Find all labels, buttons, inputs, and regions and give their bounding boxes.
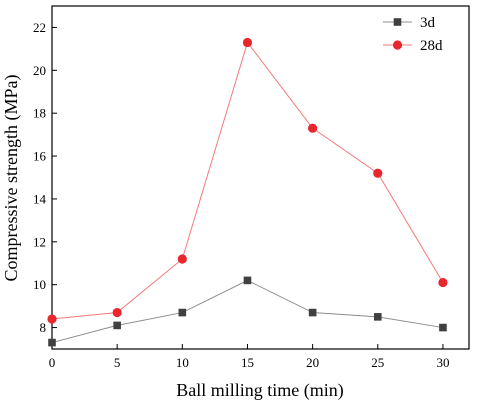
y-tick-label: 18 (33, 106, 46, 121)
x-tick-label: 30 (436, 355, 449, 370)
data-point-3d (113, 321, 121, 330)
data-point-28d (438, 277, 448, 288)
x-tick-label: 25 (371, 355, 384, 370)
y-tick-label: 16 (33, 149, 47, 164)
x-axis: 0 5 10 15 20 25 30 (49, 344, 449, 370)
legend-label-3d: 3d (420, 15, 436, 31)
y-tick-label: 14 (33, 191, 47, 206)
x-tick-label: 20 (306, 355, 319, 370)
y-axis-label: Compressive strength (MPa) (1, 75, 22, 282)
plot-frame (51, 5, 470, 350)
y-tick-label: 8 (40, 320, 47, 335)
series-line-3d (51, 279, 444, 344)
legend-marker-28d (392, 40, 403, 50)
y-tick-label: 10 (33, 277, 46, 292)
data-point-3d (308, 308, 317, 317)
y-tick-label: 20 (33, 63, 46, 78)
data-point-3d (48, 338, 56, 347)
y-tick-label: 12 (33, 234, 46, 249)
data-point-28d (47, 314, 57, 324)
x-axis-label: Ball milling time (min) (176, 380, 343, 401)
data-point-3d (243, 276, 252, 285)
data-point-28d (373, 168, 383, 178)
data-point-3d (178, 308, 187, 317)
data-point-28d (177, 254, 187, 264)
data-point-3d (373, 313, 382, 321)
x-tick-label: 10 (176, 355, 189, 370)
data-point-28d (112, 307, 122, 318)
data-point-28d (308, 123, 318, 133)
data-point-3d (439, 323, 447, 332)
x-tick-label: 5 (114, 355, 121, 370)
data-point-28d (242, 37, 253, 48)
series-layer (47, 37, 448, 347)
x-tick-label: 15 (241, 355, 254, 370)
y-axis: 8 10 12 14 16 18 20 22 (33, 20, 57, 335)
x-tick-label: 0 (49, 355, 56, 370)
legend-marker-3d (393, 18, 402, 26)
y-tick-label: 22 (33, 20, 46, 35)
legend-label-28d: 28d (420, 38, 443, 54)
